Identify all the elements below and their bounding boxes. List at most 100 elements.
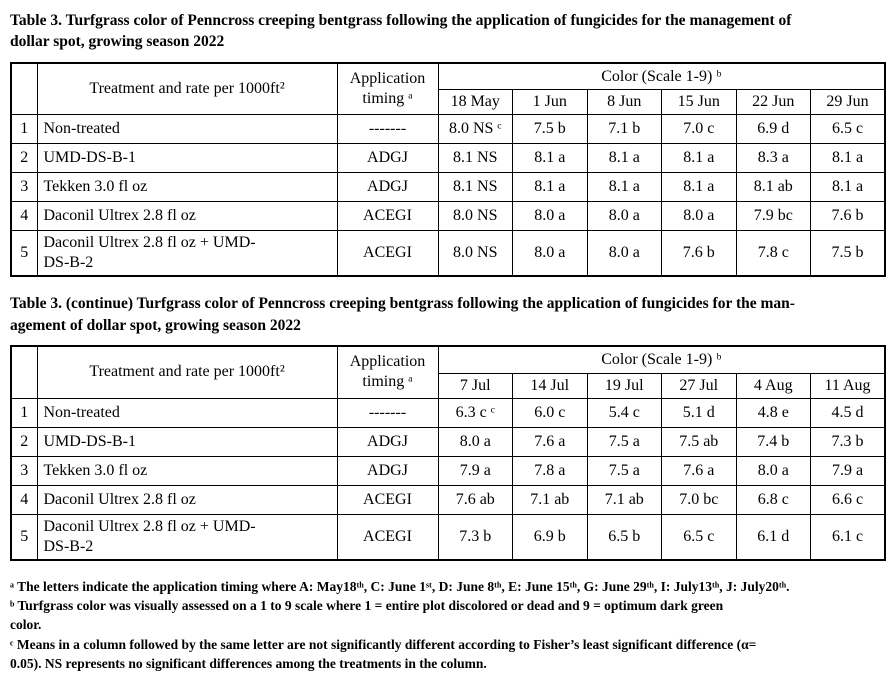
color-value-cell: 7.6 ab	[437, 484, 513, 515]
color-value-cell: 7.9 a	[437, 455, 513, 486]
table1-caption: Table 3. Turfgrass color of Penncross cr…	[10, 12, 792, 51]
color-value-cell: 7.3 b	[810, 426, 886, 457]
timing-cell: -------	[336, 114, 439, 145]
color-value-cell: 7.6 b	[810, 201, 886, 232]
color-value-cell: 8.0 a	[512, 230, 588, 277]
table-row: 2 UMD-DS-B-1 ADGJ 8.0 a 7.6 a 7.5 a 7.5 …	[10, 426, 886, 457]
turfgrass-color-table-1: Treatment and rate per 1000ft² Applicati…	[10, 61, 886, 278]
date-header: 27 Jul	[661, 372, 737, 399]
header-row-groups: Treatment and rate per 1000ft² Applicati…	[10, 62, 886, 116]
color-value-cell: 6.5 c	[810, 114, 886, 145]
color-value-cell: 6.9 d	[735, 114, 811, 145]
color-value-cell: 8.0 a	[586, 230, 662, 277]
color-value-cell: 7.8 c	[735, 230, 811, 277]
color-value-cell: 8.1 a	[586, 172, 662, 203]
color-value-cell: 7.6 a	[661, 455, 737, 486]
color-value-cell: 4.8 e	[735, 397, 811, 428]
table-row: 5 Daconil Ultrex 2.8 fl oz + UMD- DS-B-2…	[10, 230, 886, 277]
timing-cell: ADGJ	[336, 172, 439, 203]
row-number-cell: 3	[10, 455, 38, 486]
header-row-dates: 18 May 1 Jun 8 Jun 15 Jun 22 Jun 29 Jun	[11, 89, 886, 116]
row-number-cell: 2	[10, 426, 38, 457]
color-value-cell: 5.4 c	[586, 397, 662, 428]
turfgrass-color-table-2: Treatment and rate per 1000ft² Applicati…	[10, 345, 886, 561]
row-number-cell: 2	[10, 143, 38, 174]
date-header: 7 Jul	[437, 372, 513, 399]
timing-cell: -------	[336, 397, 439, 428]
row-number-cell: 4	[10, 201, 38, 232]
date-header: 22 Jun	[735, 89, 811, 116]
color-value-cell: 8.0 NS ᶜ	[437, 114, 513, 145]
color-value-cell: 8.1 ab	[735, 172, 811, 203]
color-scale-header: Color (Scale 1-9) ᵇ	[437, 62, 886, 91]
color-value-cell: 8.0 a	[437, 426, 513, 457]
color-value-cell: 8.1 a	[512, 172, 588, 203]
color-value-cell: 8.1 a	[661, 172, 737, 203]
color-value-cell: 7.8 a	[512, 455, 588, 486]
row-number-cell: 5	[10, 513, 38, 560]
footnote-a: ᵃ The letters indicate the application t…	[10, 578, 790, 594]
timing-cell: ACEGI	[336, 513, 439, 560]
color-value-cell: 5.1 d	[661, 397, 737, 428]
color-value-cell: 7.6 a	[512, 426, 588, 457]
treatment-cell: UMD-DS-B-1	[36, 426, 338, 457]
color-value-cell: 6.9 b	[512, 513, 588, 560]
timing-cell: ADGJ	[336, 143, 439, 174]
color-value-cell: 8.0 NS	[437, 230, 513, 277]
timing-cell: ACEGI	[336, 230, 439, 277]
date-header: 4 Aug	[735, 372, 811, 399]
color-value-cell: 7.9 a	[810, 455, 886, 486]
table-row: 1 Non-treated ------- 6.3 c ᶜ 6.0 c 5.4 …	[10, 397, 886, 428]
color-value-cell: 6.8 c	[735, 484, 811, 515]
color-value-cell: 6.5 b	[586, 513, 662, 560]
treatment-cell: UMD-DS-B-1	[36, 143, 338, 174]
color-value-cell: 7.6 b	[661, 230, 737, 277]
timing-cell: ADGJ	[336, 455, 439, 486]
treatment-rate-header: Treatment and rate per 1000ft²	[36, 62, 338, 116]
date-header: 29 Jun	[810, 89, 886, 116]
color-value-cell: 7.5 b	[512, 114, 588, 145]
color-value-cell: 6.1 c	[810, 513, 886, 560]
timing-cell: ACEGI	[336, 484, 439, 515]
color-scale-header: Color (Scale 1-9) ᵇ	[437, 345, 886, 374]
date-header: 15 Jun	[661, 89, 737, 116]
color-value-cell: 7.0 c	[661, 114, 737, 145]
color-value-cell: 7.3 b	[437, 513, 513, 560]
treatment-cell: Daconil Ultrex 2.8 fl oz	[36, 201, 338, 232]
application-timing-header: Application timing ᵃ	[336, 62, 439, 116]
date-header: 1 Jun	[512, 89, 588, 116]
color-value-cell: 7.4 b	[735, 426, 811, 457]
table-row: 1 Non-treated ------- 8.0 NS ᶜ 7.5 b 7.1…	[10, 114, 886, 145]
treatment-cell: Daconil Ultrex 2.8 fl oz	[36, 484, 338, 515]
footnotes: ᵃ The letters indicate the application t…	[10, 577, 886, 674]
table-row: 4 Daconil Ultrex 2.8 fl oz ACEGI 7.6 ab …	[10, 484, 886, 515]
row-number-cell: 5	[10, 230, 38, 277]
color-value-cell: 6.6 c	[810, 484, 886, 515]
date-header: 19 Jul	[586, 372, 662, 399]
table-row: 2 UMD-DS-B-1 ADGJ 8.1 NS 8.1 a 8.1 a 8.1…	[10, 143, 886, 174]
color-value-cell: 6.3 c ᶜ	[437, 397, 513, 428]
color-value-cell: 8.1 a	[661, 143, 737, 174]
footnote-b: ᵇ Turfgrass color was visually assessed …	[10, 597, 724, 633]
color-value-cell: 8.1 a	[810, 143, 886, 174]
date-header: 11 Aug	[810, 372, 886, 399]
color-value-cell: 8.1 a	[512, 143, 588, 174]
color-value-cell: 8.0 NS	[437, 201, 513, 232]
date-header: 8 Jun	[586, 89, 662, 116]
table2-caption: Table 3. (continue) Turfgrass color of P…	[10, 295, 795, 334]
color-value-cell: 6.0 c	[512, 397, 588, 428]
color-value-cell: 6.1 d	[735, 513, 811, 560]
color-value-cell: 7.1 ab	[512, 484, 588, 515]
color-value-cell: 8.1 NS	[437, 143, 513, 174]
treatment-cell: Daconil Ultrex 2.8 fl oz + UMD- DS-B-2	[36, 513, 338, 560]
timing-cell: ACEGI	[336, 201, 439, 232]
table-row: 5 Daconil Ultrex 2.8 fl oz + UMD- DS-B-2…	[10, 513, 886, 560]
header-row-dates: 7 Jul 14 Jul 19 Jul 27 Jul 4 Aug 11 Aug	[11, 372, 886, 399]
color-value-cell: 7.5 ab	[661, 426, 737, 457]
footnote-c: ᶜ Means in a column followed by the same…	[10, 636, 757, 672]
treatment-cell: Tekken 3.0 fl oz	[36, 455, 338, 486]
color-value-cell: 8.1 a	[810, 172, 886, 203]
color-value-cell: 7.0 bc	[661, 484, 737, 515]
color-value-cell: 8.1 a	[586, 143, 662, 174]
treatment-cell: Tekken 3.0 fl oz	[36, 172, 338, 203]
